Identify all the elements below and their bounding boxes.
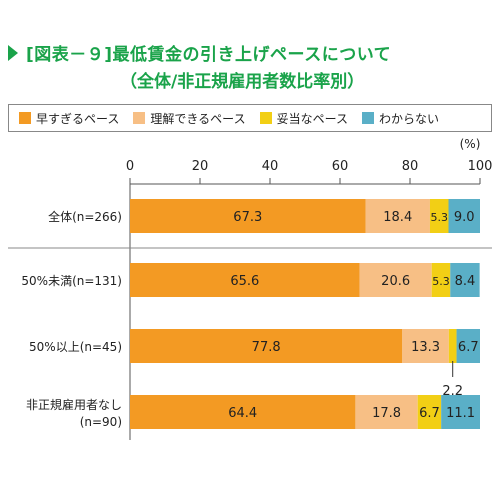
title-line2: （全体/非正規雇用者数比率別） bbox=[120, 72, 365, 92]
category-label: 50%未満(n=131) bbox=[21, 274, 122, 288]
axis-unit-label: (%) bbox=[460, 137, 481, 151]
category-label: 全体(n=266) bbox=[48, 209, 122, 224]
data-label: 6.7 bbox=[419, 406, 440, 421]
x-tick-label: 40 bbox=[262, 159, 279, 174]
bar-segment bbox=[365, 199, 430, 233]
legend-swatch bbox=[259, 112, 272, 124]
category-label-line: (n=90) bbox=[80, 415, 122, 429]
data-label: 11.1 bbox=[446, 406, 475, 421]
category-label: 非正規雇用者なし (n=90) bbox=[26, 397, 122, 429]
x-tick-label: 100 bbox=[468, 159, 493, 174]
data-label: 64.4 bbox=[228, 406, 257, 421]
category-label: 50%以上(n=45) bbox=[29, 340, 122, 354]
bar-segment bbox=[431, 263, 451, 297]
category-label-line: 非正規雇用者なし bbox=[26, 397, 122, 412]
x-tick-label: 80 bbox=[402, 159, 419, 174]
legend-swatch bbox=[19, 112, 31, 124]
legend-swatch bbox=[361, 112, 374, 124]
data-label: 5.3 bbox=[432, 275, 450, 288]
bar-segment bbox=[429, 199, 449, 233]
bar-segment bbox=[456, 329, 480, 363]
data-label: 20.6 bbox=[381, 274, 410, 289]
data-label: 2.2 bbox=[442, 384, 463, 399]
category-label-line: 50%以上(n=45) bbox=[29, 340, 122, 354]
x-tick-label: 60 bbox=[332, 159, 349, 174]
bar-segment bbox=[450, 263, 480, 297]
x-tick-label: 20 bbox=[192, 159, 209, 174]
category-label-line: 全体(n=266) bbox=[48, 209, 122, 224]
bar-segment bbox=[130, 199, 366, 233]
title-triangle-icon bbox=[8, 44, 18, 61]
data-label: 5.3 bbox=[430, 211, 448, 224]
data-label: 18.4 bbox=[383, 210, 412, 225]
legend-swatch bbox=[133, 112, 146, 124]
data-label: 65.6 bbox=[230, 274, 259, 289]
data-label: 77.8 bbox=[252, 340, 281, 355]
bar-segment bbox=[441, 395, 480, 429]
data-label: 13.3 bbox=[411, 340, 440, 355]
data-label: 17.8 bbox=[372, 406, 401, 421]
legend-item-too-fast: 早すぎるペース bbox=[19, 110, 119, 127]
bar-segment bbox=[130, 263, 360, 297]
legend-label: 早すぎるペース bbox=[36, 111, 120, 126]
title-line1: [図表－９]最低賃金の引き上げペースについて bbox=[26, 45, 392, 65]
legend-item-understandable: 理解できるペース bbox=[133, 110, 246, 127]
data-label: 9.0 bbox=[454, 210, 475, 225]
legend-label: 理解できるペース bbox=[150, 111, 246, 126]
bar-segment bbox=[448, 329, 457, 363]
legend-item-unknown: わからない bbox=[361, 110, 439, 127]
bar-segment bbox=[417, 395, 442, 429]
bar-segment bbox=[130, 395, 356, 429]
legend-label: わからない bbox=[378, 111, 439, 126]
bar-segment bbox=[448, 199, 480, 233]
chart-title: [図表－９]最低賃金の引き上げペースについて （全体/非正規雇用者数比率別） bbox=[8, 40, 492, 92]
data-label: 6.7 bbox=[458, 340, 479, 355]
bar-segment bbox=[355, 395, 418, 429]
bar-segment bbox=[402, 329, 449, 363]
data-label: 8.4 bbox=[455, 274, 476, 289]
bar-segment bbox=[359, 263, 432, 297]
legend-item-appropriate: 妥当なペース bbox=[259, 110, 348, 127]
chart-legend: 早すぎるペース 理解できるペース 妥当なペース わからない bbox=[8, 104, 492, 132]
x-tick-label: 0 bbox=[126, 159, 134, 174]
category-label-line: 50%未満(n=131) bbox=[21, 274, 122, 288]
bar-segment bbox=[130, 329, 403, 363]
data-label: 67.3 bbox=[233, 210, 262, 225]
legend-label: 妥当なペース bbox=[276, 111, 348, 126]
